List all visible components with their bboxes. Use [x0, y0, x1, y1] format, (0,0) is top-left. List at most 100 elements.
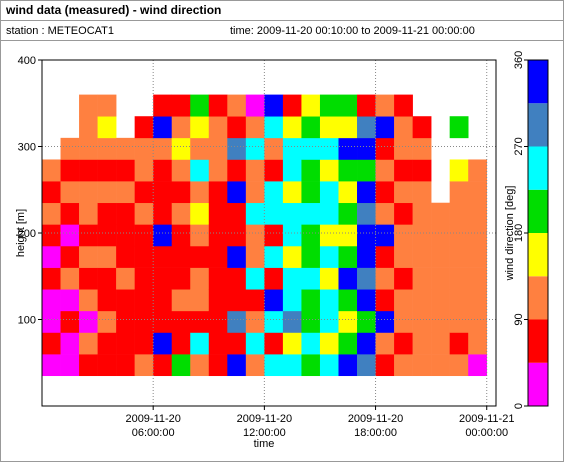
- cell: [338, 245, 358, 268]
- cell: [449, 159, 469, 182]
- cell: [412, 116, 432, 139]
- cell: [153, 137, 173, 160]
- cell: [60, 224, 80, 247]
- cell: [97, 310, 117, 333]
- cell: [319, 224, 339, 247]
- cell: [227, 181, 247, 204]
- cell: [357, 137, 376, 160]
- cell: [301, 354, 321, 377]
- cell: [357, 159, 376, 182]
- cell: [116, 245, 135, 268]
- cell: [79, 354, 98, 377]
- cell: [394, 116, 413, 139]
- cell: [449, 289, 469, 312]
- cell: [153, 289, 173, 312]
- cell: [227, 202, 247, 225]
- cell: [79, 310, 98, 333]
- cell: [208, 289, 228, 312]
- cell: [171, 267, 191, 290]
- cell: [375, 94, 395, 117]
- cell: [282, 289, 302, 312]
- cell: [208, 137, 228, 160]
- cell: [468, 332, 488, 355]
- cell: [375, 159, 395, 182]
- cell: [449, 181, 469, 204]
- cell: [190, 159, 210, 182]
- cell: [394, 224, 413, 247]
- cell: [264, 181, 284, 204]
- cell: [208, 267, 228, 290]
- cell: [171, 159, 191, 182]
- cell: [171, 289, 191, 312]
- cell: [449, 267, 469, 290]
- cell: [171, 332, 191, 355]
- cell: [79, 137, 98, 160]
- cell: [97, 137, 117, 160]
- cell: [449, 224, 469, 247]
- y-tick-label: 200: [18, 228, 36, 240]
- cell: [282, 94, 302, 117]
- cell: [79, 159, 98, 182]
- cell: [116, 202, 135, 225]
- cell: [394, 289, 413, 312]
- station: station : METEOCAT1: [6, 25, 114, 37]
- cell: [79, 289, 98, 312]
- cell: [245, 332, 265, 355]
- cell: [227, 159, 247, 182]
- cell: [171, 245, 191, 268]
- cell: [301, 116, 321, 139]
- cell: [431, 310, 450, 333]
- cell: [227, 116, 247, 139]
- cell: [116, 181, 135, 204]
- cell: [116, 354, 135, 377]
- cell: [264, 310, 284, 333]
- cell: [134, 267, 154, 290]
- cell: [357, 245, 376, 268]
- cell: [42, 181, 61, 204]
- cell: [190, 310, 210, 333]
- cell: [42, 267, 61, 290]
- cell: [282, 332, 302, 355]
- cell: [412, 310, 432, 333]
- cell: [153, 181, 173, 204]
- cell: [97, 332, 117, 355]
- colorbar-band: [528, 103, 548, 147]
- cell: [208, 224, 228, 247]
- cell: [227, 310, 247, 333]
- cell: [97, 181, 117, 204]
- x-tick-label: 2009-11-20 06:00:00: [125, 413, 180, 439]
- cell: [468, 267, 488, 290]
- cell: [134, 116, 154, 139]
- cell: [319, 332, 339, 355]
- cell: [245, 137, 265, 160]
- cell: [208, 116, 228, 139]
- cell: [431, 267, 450, 290]
- cell: [375, 116, 395, 139]
- colorbar-tick-label: 360: [513, 51, 525, 69]
- colorbar-band: [528, 233, 548, 277]
- cell: [394, 354, 413, 377]
- cell: [116, 159, 135, 182]
- cell: [227, 289, 247, 312]
- cell: [116, 224, 135, 247]
- cell: [97, 116, 117, 139]
- cell: [412, 137, 432, 160]
- cell: [357, 267, 376, 290]
- cell: [375, 310, 395, 333]
- cell: [245, 289, 265, 312]
- cell: [301, 137, 321, 160]
- cell: [338, 354, 358, 377]
- cell: [357, 202, 376, 225]
- cell: [301, 202, 321, 225]
- cell: [245, 310, 265, 333]
- cell: [412, 332, 432, 355]
- cell: [153, 159, 173, 182]
- cell: [245, 267, 265, 290]
- cell: [338, 310, 358, 333]
- cell: [153, 94, 173, 117]
- cell: [319, 245, 339, 268]
- cell: [60, 267, 80, 290]
- cell: [394, 181, 413, 204]
- cell: [394, 159, 413, 182]
